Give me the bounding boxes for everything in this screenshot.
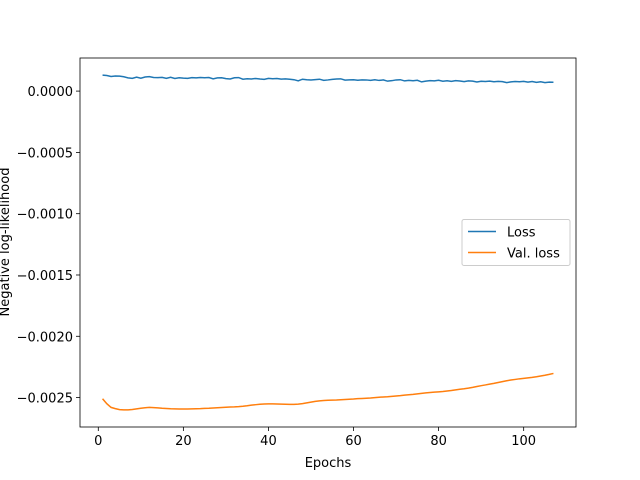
y-tick-label: −0.0015: [17, 269, 73, 284]
series-line: [101, 372, 554, 411]
x-tick-label: 0: [94, 434, 102, 449]
y-tick-label: 0.0000: [28, 85, 74, 100]
y-tick-label: −0.0005: [17, 146, 73, 161]
x-tick-label: 20: [175, 434, 192, 449]
x-axis-label: Epochs: [305, 456, 352, 471]
x-tick-label: 60: [345, 434, 362, 449]
x-tick-label: 80: [430, 434, 447, 449]
y-axis-label: Negative log-likelihood: [0, 168, 13, 317]
series-line: [102, 74, 554, 84]
y-tick-label: −0.0025: [17, 392, 73, 407]
legend-label: Val. loss: [507, 247, 560, 262]
x-tick-label: 40: [260, 434, 277, 449]
legend-label: Loss: [507, 226, 536, 241]
x-tick-label: 100: [511, 434, 536, 449]
y-tick-label: −0.0020: [17, 330, 73, 345]
plot-frame: [79, 57, 577, 428]
y-tick-label: −0.0010: [17, 208, 73, 223]
